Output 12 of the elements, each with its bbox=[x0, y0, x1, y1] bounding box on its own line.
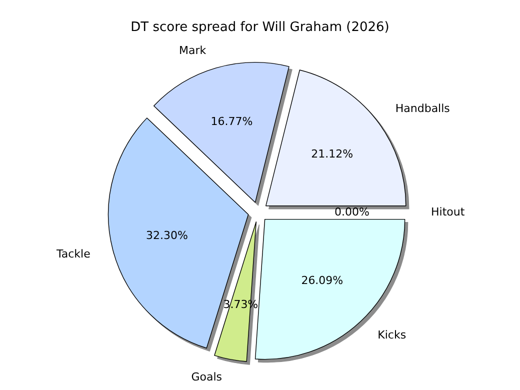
chart-title: DT score spread for Will Graham (2026) bbox=[130, 20, 390, 35]
slice-label: Tackle bbox=[55, 248, 91, 261]
slice-label: Mark bbox=[178, 44, 207, 58]
data-label: 26.09% bbox=[301, 274, 344, 288]
category-label: Hitout bbox=[431, 206, 465, 218]
slice-label: Handballs bbox=[395, 102, 450, 116]
data-label: 32.30% bbox=[146, 229, 188, 242]
data-label: 16.77% bbox=[210, 115, 253, 128]
text: 0.00% bbox=[334, 206, 370, 218]
slice-label: Kicks bbox=[378, 328, 406, 342]
slice-label: Goals bbox=[191, 370, 222, 384]
data-label: 21.12% bbox=[311, 148, 354, 161]
